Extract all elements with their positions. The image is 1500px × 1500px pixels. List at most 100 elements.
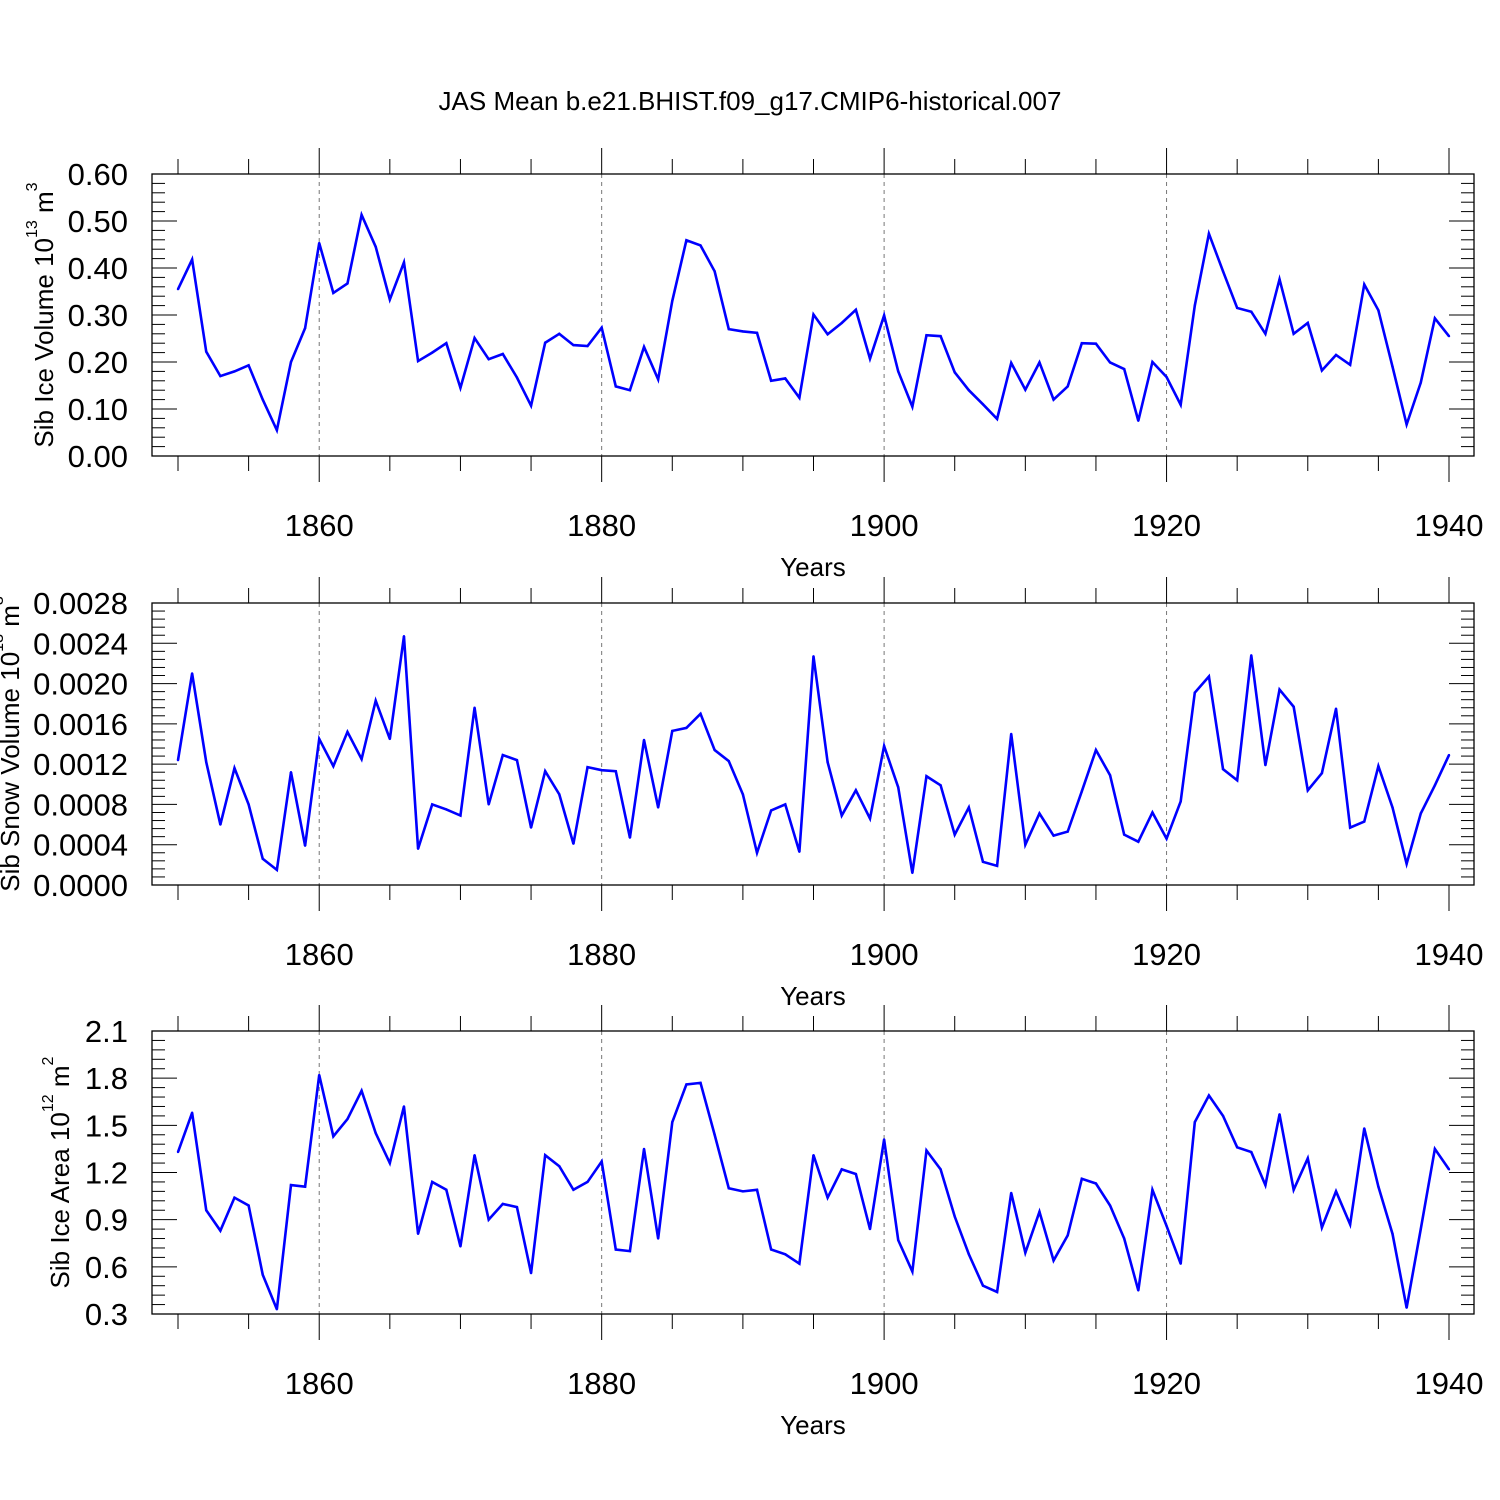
data-point <box>1334 707 1338 710</box>
data-point <box>854 1172 858 1176</box>
data-point <box>586 765 589 769</box>
y-axis-title-unit: m <box>45 1065 75 1094</box>
data-point <box>572 343 575 347</box>
data-point <box>939 1168 942 1171</box>
data-point <box>1306 1157 1309 1160</box>
data-point <box>1264 763 1267 767</box>
data-point <box>1433 1147 1437 1151</box>
data-point <box>1207 1094 1211 1097</box>
data-point <box>1207 675 1211 678</box>
data-point <box>318 737 321 741</box>
data-point <box>558 793 561 796</box>
data-point <box>1419 812 1422 815</box>
data-point <box>1066 830 1069 833</box>
data-point <box>1235 1146 1239 1149</box>
data-point <box>1447 753 1451 757</box>
data-point <box>416 359 420 363</box>
y-tick-label: 0.30 <box>68 298 128 333</box>
data-point <box>529 1271 533 1275</box>
data-point <box>713 748 716 752</box>
x-axis-title: Years <box>780 552 846 582</box>
data-point <box>769 1248 773 1251</box>
data-point <box>897 786 900 789</box>
data-point <box>360 1089 363 1092</box>
data-point <box>967 806 971 809</box>
x-tick-label: 1900 <box>850 937 919 972</box>
data-point <box>727 327 730 331</box>
data-point <box>1038 361 1041 364</box>
data-point <box>826 1196 829 1199</box>
data-point <box>402 261 406 264</box>
y-tick-label: 0.50 <box>68 204 128 239</box>
y-tick-label: 0.0008 <box>33 787 128 822</box>
data-point <box>190 1111 194 1114</box>
data-point <box>911 405 914 408</box>
data-point <box>642 345 646 349</box>
data-point <box>1292 1188 1295 1191</box>
data-point <box>205 350 208 353</box>
y-tick-label: 0.0024 <box>33 626 128 661</box>
data-point <box>1165 1224 1168 1228</box>
data-point <box>953 1215 956 1218</box>
x-tick-label: 1920 <box>1132 1366 1201 1401</box>
data-point <box>911 871 914 875</box>
data-point <box>543 341 547 344</box>
data-point <box>671 729 674 733</box>
data-point <box>713 1133 716 1136</box>
data-point <box>600 1160 603 1163</box>
data-point <box>995 417 999 421</box>
data-point <box>685 726 688 730</box>
data-point <box>529 826 533 829</box>
x-tick-label: 1880 <box>567 937 636 972</box>
data-point <box>247 364 250 367</box>
data-point <box>1235 306 1239 310</box>
y-axis-title-text: Sib Ice Volume 10 <box>29 238 59 448</box>
data-point <box>1179 1262 1182 1265</box>
data-point <box>769 809 773 812</box>
data-point <box>1221 767 1225 771</box>
series-points <box>176 635 1451 875</box>
data-point <box>501 352 505 356</box>
data-point <box>388 1161 392 1165</box>
data-point <box>233 1196 236 1199</box>
data-point <box>303 844 307 847</box>
data-point <box>558 332 561 335</box>
x-tick-label: 1860 <box>285 1366 354 1401</box>
data-point <box>289 771 293 774</box>
data-point <box>911 1270 914 1273</box>
data-point <box>332 291 335 295</box>
y-tick-label: 0.0012 <box>33 747 128 782</box>
y-axis-title-exp: 13 <box>24 220 41 238</box>
data-point <box>1221 1114 1225 1118</box>
data-point <box>1292 705 1295 708</box>
y-tick-label: 1.2 <box>85 1156 128 1191</box>
data-point <box>1363 1127 1366 1130</box>
data-point <box>205 760 208 764</box>
y-axis-title-text: Sib Snow Volume 10 <box>0 652 25 892</box>
data-point <box>981 1284 985 1287</box>
y-axis-title-unit-exp: 3 <box>0 596 7 605</box>
data-point <box>953 833 956 836</box>
data-point <box>416 847 420 850</box>
data-point <box>1151 1188 1154 1191</box>
data-point <box>1250 1150 1253 1154</box>
data-point <box>261 398 264 401</box>
data-point <box>515 376 519 379</box>
data-point <box>925 334 928 337</box>
data-point <box>473 1154 476 1157</box>
y-axis-title: Sib Ice Volume 1013 m3 <box>24 182 60 447</box>
data-point <box>1348 1223 1352 1226</box>
y-axis-title-exp: 12 <box>40 1094 57 1112</box>
data-point <box>840 1168 843 1171</box>
data-point <box>374 245 377 249</box>
chart-panel-1: 1860 1880 1900 1920 1940 0.00 0.10 0.20 0.30 0.40… <box>24 148 1483 582</box>
data-point <box>1137 840 1140 843</box>
data-point <box>1151 360 1154 364</box>
data-point <box>1165 837 1168 840</box>
data-point <box>798 850 801 853</box>
data-point <box>1094 748 1098 752</box>
data-point <box>558 1165 561 1168</box>
data-point <box>967 389 971 392</box>
data-point <box>882 314 886 317</box>
